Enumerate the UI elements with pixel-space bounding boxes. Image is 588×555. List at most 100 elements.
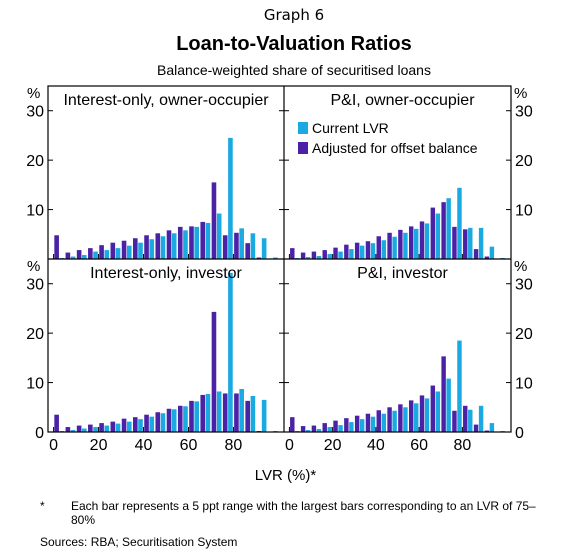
bar-adjusted (376, 410, 381, 432)
y-tick-label-right: 0 (515, 425, 524, 442)
bar-current (138, 242, 143, 259)
bar-current (468, 227, 473, 259)
y-tick-label-left: 10 (26, 203, 44, 220)
bar-current (403, 232, 408, 259)
panel-title: P&I, owner-occupier (330, 92, 475, 109)
bar-adjusted (155, 412, 161, 432)
bar-current (104, 425, 110, 432)
bar-adjusted (189, 400, 194, 432)
bar-adjusted (88, 424, 93, 432)
bar-adjusted (354, 415, 360, 432)
bar-adjusted (110, 242, 116, 259)
bar-adjusted (408, 226, 414, 259)
x-tick-label: 40 (367, 437, 385, 454)
bar-adjusted (408, 400, 414, 432)
bar-adjusted (133, 417, 138, 432)
bar-current (171, 409, 177, 432)
x-tick-label: 0 (285, 437, 294, 454)
bar-current (305, 257, 311, 259)
bar-adjusted (121, 240, 127, 259)
bar-current (457, 340, 462, 432)
y-tick-label-right: 30 (515, 104, 533, 121)
x-tick-label: 60 (410, 437, 428, 454)
bar-adjusted (200, 394, 206, 432)
graph-number: Graph 6 (263, 6, 325, 24)
bar-current (424, 398, 430, 432)
bar-adjusted (322, 250, 327, 259)
bar-adjusted (99, 423, 104, 432)
bar-adjusted (144, 414, 149, 432)
bar-current (468, 409, 473, 432)
bar-adjusted (133, 238, 138, 259)
bar-current (261, 238, 267, 259)
x-tick-label: 60 (180, 437, 198, 454)
bar-adjusted (222, 235, 228, 259)
bar-current (126, 245, 132, 259)
bar-current (327, 254, 332, 259)
bar-current (381, 240, 387, 259)
bar-current (183, 406, 188, 432)
bar-adjusted (234, 232, 239, 259)
bar-current (435, 391, 441, 432)
bar-adjusted (177, 405, 183, 432)
x-tick-label: 40 (135, 437, 153, 454)
bar-current (414, 228, 419, 259)
bar-current (392, 410, 397, 432)
bar-adjusted (354, 242, 360, 259)
bar-adjusted (245, 243, 250, 259)
bar-adjusted (344, 244, 349, 259)
bar-current (171, 233, 177, 259)
x-tick-label: 80 (225, 437, 243, 454)
bar-adjusted (121, 418, 127, 432)
footnote-marker: * (40, 499, 45, 513)
y-tick-label-right: 10 (515, 376, 533, 393)
bar-current (126, 421, 132, 432)
bar-current (205, 393, 211, 432)
bar-adjusted (88, 248, 93, 259)
bar-adjusted (441, 202, 446, 259)
bar-current (446, 378, 451, 432)
bar-adjusted (365, 413, 371, 432)
x-tick-label: 0 (49, 437, 58, 454)
legend-label-current: Current LVR (312, 120, 389, 136)
bar-current (93, 427, 98, 432)
bar-adjusted (441, 356, 446, 432)
bar-adjusted (333, 420, 338, 432)
bar-current (349, 422, 354, 432)
bar-current (435, 213, 441, 259)
bar-adjusted (65, 427, 71, 432)
y-tick-label-right: 20 (515, 153, 533, 170)
sources-note: Sources: RBA; Securitisation System (40, 535, 238, 549)
bar-adjusted (54, 235, 59, 259)
bar-current (457, 187, 462, 259)
bar-current (160, 236, 166, 259)
y-unit-left: % (27, 258, 40, 275)
bar-adjusted (484, 430, 490, 432)
bar-current (338, 251, 343, 259)
footnote-text: Each bar represents a 5 ppt range with t… (71, 499, 536, 527)
bar-current (489, 423, 495, 432)
bar-current (149, 239, 155, 259)
bar-current (349, 249, 354, 259)
bar-adjusted (290, 417, 295, 432)
bar-adjusted (166, 408, 172, 432)
bar-adjusted (387, 407, 392, 432)
bar-adjusted (452, 410, 457, 432)
bar-adjusted (144, 235, 149, 259)
bar-adjusted (65, 252, 71, 259)
bar-adjusted (76, 250, 82, 259)
y-tick-label-left: 20 (26, 326, 44, 343)
bar-current (138, 419, 143, 432)
bar-adjusted (473, 249, 479, 259)
bar-current (250, 395, 256, 432)
bar-current (82, 428, 87, 432)
bar-current (359, 245, 365, 259)
bar-current (160, 413, 166, 432)
bar-adjusted (290, 248, 295, 259)
bar-adjusted (463, 405, 468, 432)
bar-current (216, 213, 222, 259)
bar-adjusted (76, 425, 82, 432)
bar-current (370, 416, 376, 432)
bar-current (239, 389, 244, 432)
